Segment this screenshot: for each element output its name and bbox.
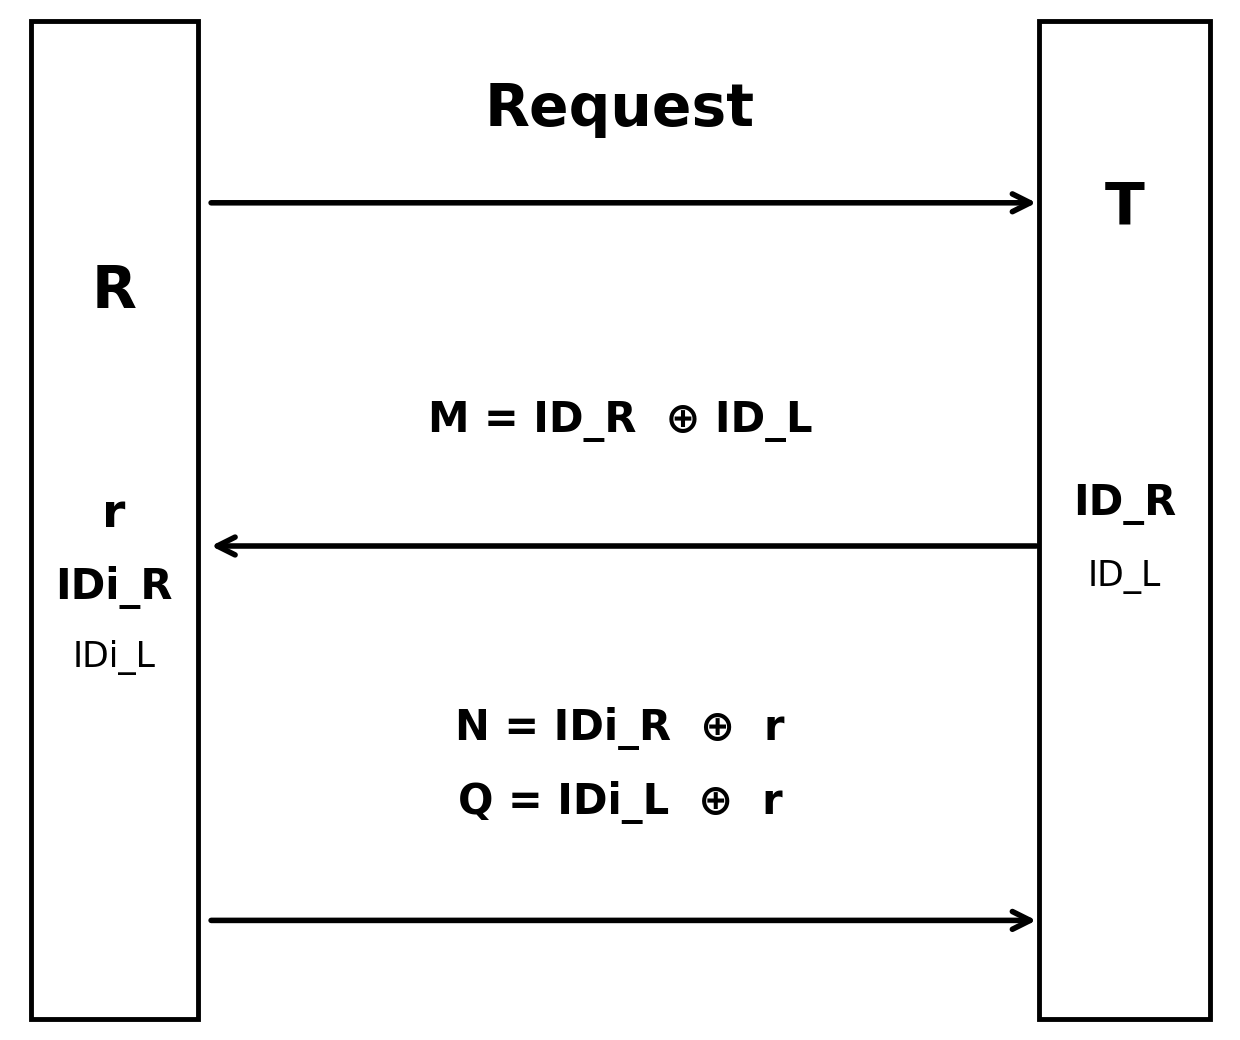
Text: N = IDi_R  ⊕  r: N = IDi_R ⊕ r	[455, 706, 785, 750]
Text: T: T	[1105, 180, 1145, 236]
Text: ID_L: ID_L	[1087, 561, 1162, 594]
Text: ID_R: ID_R	[1073, 484, 1177, 525]
Text: R: R	[92, 263, 136, 319]
Text: M = ID_R  ⊕ ID_L: M = ID_R ⊕ ID_L	[428, 400, 812, 442]
Bar	[31, 21, 198, 1019]
Bar	[1039, 21, 1210, 1019]
Text: Request: Request	[485, 81, 755, 137]
Text: IDi_L: IDi_L	[73, 640, 155, 675]
Text: r: r	[103, 492, 125, 538]
Text: IDi_R: IDi_R	[56, 566, 172, 609]
Text: Q = IDi_L  ⊕  r: Q = IDi_L ⊕ r	[458, 781, 782, 825]
